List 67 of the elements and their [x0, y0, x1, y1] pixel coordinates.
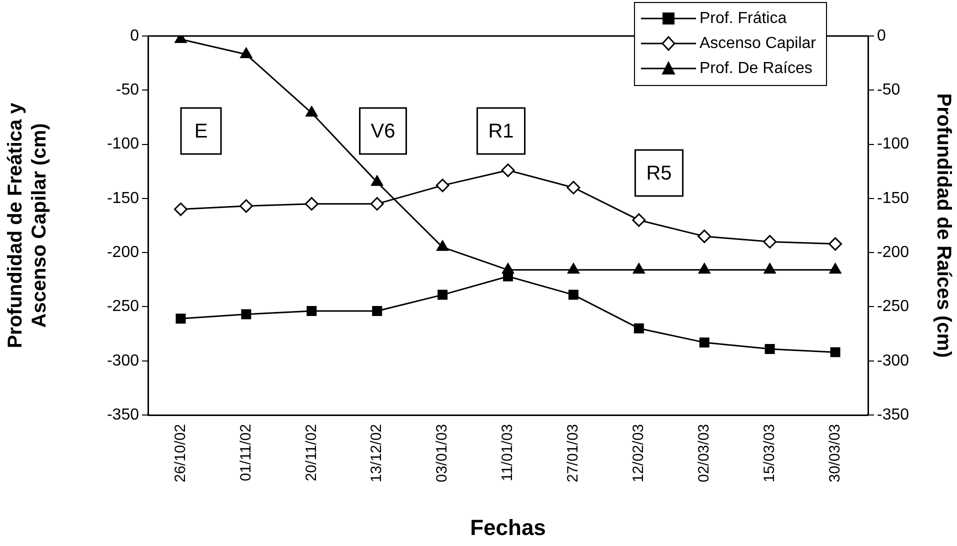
- annotation: R5: [646, 162, 672, 185]
- point: [568, 290, 578, 300]
- point: [828, 237, 842, 251]
- point: [699, 337, 710, 348]
- point: [632, 213, 646, 227]
- point: [763, 234, 777, 248]
- point: [501, 164, 515, 178]
- point: [371, 175, 384, 186]
- x-tick-label: 02/03/03: [696, 424, 713, 482]
- y-tick-label: -250: [106, 298, 140, 316]
- point: [764, 344, 775, 354]
- y2-tick-label: -300: [877, 352, 910, 370]
- x-tick-label: 27/01/03: [564, 424, 582, 482]
- point: [436, 240, 448, 251]
- point: [764, 263, 776, 274]
- y2-tick-label: -350: [877, 406, 910, 424]
- x-tick-label: 12/02/03: [630, 424, 648, 482]
- point: [698, 230, 712, 244]
- annotation: E: [194, 120, 208, 143]
- point: [438, 290, 448, 300]
- y2-tick-label: -50: [877, 82, 900, 99]
- y-tick-label: -300: [106, 352, 140, 370]
- point: [372, 306, 382, 316]
- x-tick-label: 13/12/02: [368, 424, 386, 482]
- y-tick-label: -200: [106, 244, 140, 261]
- x-tick-label: 30/03/03: [826, 424, 844, 482]
- y-tick-label: 0: [130, 27, 140, 44]
- y-tick-label: -350: [106, 406, 140, 424]
- point: [634, 323, 644, 334]
- point: [174, 202, 188, 216]
- y-axis-title: Profundidad de Freática y Ascenso Capilar (cm): [4, 102, 51, 348]
- point: [239, 199, 253, 213]
- legend-label: Prof. De Raíces: [700, 60, 812, 78]
- x-tick-label: 01/11/02: [237, 424, 254, 482]
- point: [568, 263, 580, 274]
- point: [566, 180, 580, 194]
- point: [176, 314, 186, 324]
- point: [304, 197, 318, 211]
- y2-tick-label: 0: [877, 27, 886, 44]
- y-tick-label: -100: [106, 136, 140, 153]
- point: [370, 197, 384, 211]
- y2-tick-label: -200: [877, 244, 910, 261]
- point: [436, 178, 450, 192]
- point: [241, 309, 252, 320]
- point: [306, 306, 317, 316]
- x-tick-label: 15/03/03: [760, 424, 778, 482]
- y2-tick-label: -150: [877, 190, 910, 207]
- point: [632, 263, 645, 274]
- x-tick-label: 26/10/02: [172, 424, 189, 482]
- x-tick-label: 11/01/03: [499, 424, 516, 482]
- legend-label: Ascenso Capilar: [700, 34, 816, 52]
- point: [306, 106, 318, 117]
- x-tick-label: 20/11/02: [302, 424, 320, 482]
- legend-label: Prof. Frática: [700, 10, 787, 28]
- y-tick-label: -150: [106, 190, 140, 207]
- point: [829, 263, 842, 274]
- y-tick-label: -50: [116, 82, 140, 99]
- point: [240, 48, 252, 58]
- x-tick-label: 03/01/03: [434, 424, 451, 482]
- point: [698, 263, 710, 274]
- x-axis-title: Fechas: [470, 514, 546, 540]
- y2-tick-label: -250: [877, 298, 910, 316]
- annotation: R1: [488, 120, 514, 143]
- y2-axis-title: Profundidad de Raíces (cm): [932, 93, 954, 358]
- point: [830, 347, 840, 358]
- annotation: V6: [370, 120, 396, 143]
- y2-tick-label: -100: [877, 136, 910, 153]
